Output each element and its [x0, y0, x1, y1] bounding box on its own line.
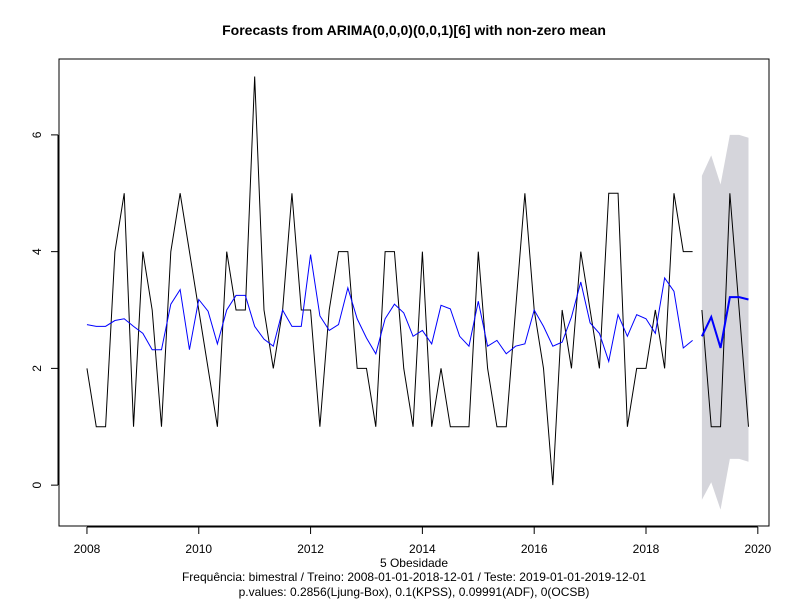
observed-series [86, 76, 749, 486]
y-tick-label: 0 [30, 481, 44, 488]
observed-train-line [86, 76, 693, 486]
x-tick-label: 2018 [633, 542, 660, 556]
observed-test-line [701, 193, 749, 428]
x-tick-label: 2014 [409, 542, 436, 556]
y-tick-label: 2 [30, 365, 44, 372]
caption-line-1: Frequência: bimestral / Treino: 2008-01-… [182, 570, 646, 584]
x-tick-label: 2008 [74, 542, 101, 556]
plot-frame [58, 58, 770, 527]
chart-title: Forecasts from ARIMA(0,0,0)(0,0,1)[6] wi… [222, 22, 606, 38]
x-axis: 2008 2010 2012 2014 2016 2018 2020 [74, 526, 771, 556]
y-tick-label: 6 [30, 131, 44, 138]
x-tick-label: 2010 [185, 542, 212, 556]
fitted-line [86, 254, 693, 364]
y-tick-label: 4 [30, 248, 44, 255]
x-axis-label: 5 Obesidade [380, 556, 448, 570]
caption-line-2: p.values: 0.2856(Ljung-Box), 0.1(KPSS), … [239, 585, 590, 599]
y-axis: 0 2 4 6 [30, 131, 59, 488]
x-tick-label: 2020 [744, 542, 771, 556]
forecast-series [701, 296, 749, 349]
fitted-series [86, 254, 693, 364]
forecast-line [701, 296, 749, 349]
x-tick-label: 2016 [521, 542, 548, 556]
x-tick-label: 2012 [297, 542, 324, 556]
